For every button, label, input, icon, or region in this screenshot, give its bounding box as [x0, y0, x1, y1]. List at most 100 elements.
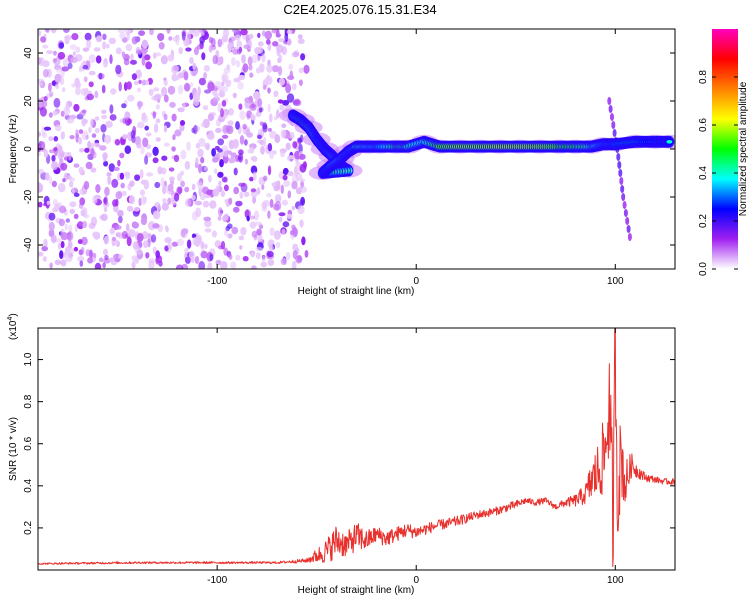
spectrogram-noise-cell: [177, 84, 184, 95]
spectrogram-noise-cell: [88, 126, 92, 134]
spectrogram-noise-cell: [221, 134, 229, 139]
spectrogram-noise-cell: [303, 64, 310, 74]
spectrogram-noise-cell: [77, 239, 83, 245]
spectrogram-noise-cell: [256, 187, 261, 195]
spectrogram-noise-cell: [302, 161, 307, 169]
spectrogram-noise-cell: [79, 197, 86, 206]
spectrogram-noise-cell: [238, 182, 246, 187]
spectrogram-noise-cell: [197, 148, 204, 158]
spectrogram-noise-cell: [198, 77, 206, 86]
spectrogram-noise-cell: [281, 123, 287, 128]
spectrogram-noise-cell: [38, 143, 42, 153]
spectrogram-noise-cell: [57, 243, 62, 250]
spectrogram-noise-cell: [79, 111, 86, 117]
spectrogram-noise-cell: [239, 110, 246, 120]
spectrogram-noise-cell: [67, 175, 73, 181]
spectrogram-noise-cell: [202, 200, 210, 208]
spectrogram-noise-cell: [57, 202, 62, 208]
spectrogram-noise-cell: [109, 227, 116, 234]
spectrogram-streak-cell: [625, 217, 630, 225]
spectrogram-noise-cell: [297, 254, 302, 262]
spectrogram-noise-cell: [119, 152, 125, 159]
spectrogram-noise-cell: [153, 87, 160, 92]
spectrogram-noise-cell: [208, 36, 213, 44]
spectrogram-noise-cell: [124, 145, 132, 154]
spectrogram-noise-cell: [158, 42, 165, 50]
spectrogram-noise-cell: [132, 241, 139, 250]
spectrogram-noise-cell: [117, 29, 126, 33]
spectrogram-noise-cell: [155, 250, 160, 259]
spectrogram-noise-cell: [162, 198, 167, 204]
spectrogram-streak-cell: [622, 201, 627, 209]
spectrogram-noise-cell: [190, 256, 195, 264]
spectrogram-noise-cell: [118, 81, 122, 92]
spectrogram-noise-cell: [167, 85, 176, 95]
spectrogram-noise-cell: [242, 123, 247, 130]
spectrogram-noise-cell: [130, 53, 134, 62]
spectrogram-noise-cell: [128, 195, 135, 205]
snr-x-tick-label: 0: [413, 575, 419, 586]
spectrogram-noise-cell: [60, 162, 68, 171]
spectrogram-noise-cell: [277, 65, 283, 76]
spectrogram-streak-cell: [623, 209, 628, 217]
spectrogram-noise-cell: [189, 92, 194, 100]
spectrogram-noise-cell: [275, 109, 280, 119]
spectrogram-noise-cell: [234, 34, 241, 41]
spectrogram-noise-cell: [100, 124, 107, 133]
spectrogram-noise-cell: [185, 47, 192, 52]
spectrogram-noise-cell: [250, 113, 255, 121]
spectrogram-noise-cell: [249, 146, 255, 154]
spectrogram-noise-cell: [242, 256, 249, 262]
spectrogram-noise-cell: [82, 60, 87, 67]
spectrogram-noise-cell: [137, 87, 141, 93]
spectrogram-noise-cell: [78, 137, 83, 145]
spectrogram-noise-cell: [148, 258, 156, 264]
spectrogram-noise-cell: [239, 135, 245, 145]
spectrogram-noise-cell: [163, 125, 168, 133]
spectrogram-noise-cell: [244, 158, 249, 165]
spectrogram-noise-cell: [93, 47, 101, 52]
spectrogram-noise-cell: [203, 72, 208, 80]
spectrogram-noise-cell: [160, 177, 164, 187]
spectrogram-noise-cell: [129, 180, 135, 187]
spectrogram-noise-cell: [108, 163, 116, 172]
spectrogram-noise-cell: [262, 84, 267, 90]
spectrogram-noise-cell: [143, 179, 150, 190]
spectrogram-noise-cell: [262, 199, 271, 208]
spectrogram-noise-cell: [163, 79, 168, 86]
spectrogram-noise-cell: [80, 88, 87, 96]
spectrogram-noise-cell: [257, 41, 264, 47]
spectrogram-noise-cell: [73, 213, 79, 220]
spectrogram-noise-cell: [294, 171, 299, 176]
spectrogram-noise-cell: [240, 227, 247, 236]
spectrogram-x-tick-label: 0: [413, 276, 419, 287]
spectrogram-noise-cell: [220, 190, 226, 197]
spectrogram-ridge: [278, 97, 675, 241]
spectrogram-noise-cell: [127, 118, 133, 125]
spectrogram-noise-cell: [134, 80, 139, 86]
spectrogram-noise-cell: [92, 231, 100, 238]
spectrogram-noise-cell: [113, 254, 117, 260]
spectrogram-noise-cell: [61, 66, 69, 72]
spectrogram-noise-cell: [299, 219, 304, 228]
spectrogram-noise-cell: [304, 250, 309, 258]
colorbar-label: Normalized spectral amplitude: [738, 81, 749, 216]
spectrogram-noise-cell: [45, 29, 50, 34]
spectrogram-noise-cell: [68, 180, 74, 188]
spectrogram-cells: [38, 29, 310, 269]
spectrogram-noise-cell: [267, 103, 271, 113]
spectrogram-noise-cell: [58, 42, 65, 49]
spectrogram-noise-cell: [278, 212, 286, 217]
spectrogram-noise-cell: [266, 39, 271, 45]
spectrogram-noise-cell: [85, 134, 89, 140]
spectrogram-noise-cell: [53, 97, 61, 108]
spectrogram-noise-cell: [178, 47, 183, 55]
colorbar-tick-label: 0.8: [698, 70, 709, 84]
spectrogram-noise-cell: [111, 178, 119, 188]
spectrogram-noise-cell: [287, 190, 292, 199]
spectrogram-noise-cell: [198, 261, 206, 269]
spectrogram-noise-cell: [211, 148, 217, 157]
spectrogram-noise-cell: [73, 103, 80, 112]
spectrogram-noise-cell: [252, 171, 257, 181]
